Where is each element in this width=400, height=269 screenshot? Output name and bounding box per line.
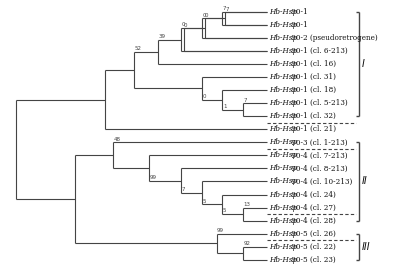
Text: Hb-Hsp: Hb-Hsp — [269, 8, 297, 16]
Text: Hb-Hsp: Hb-Hsp — [269, 256, 297, 264]
Text: 90-4 (cl. 28): 90-4 (cl. 28) — [289, 217, 336, 225]
Text: Hb-Hsp: Hb-Hsp — [269, 204, 297, 212]
Text: 92: 92 — [244, 241, 251, 246]
Text: 99: 99 — [217, 228, 224, 233]
Text: 52: 52 — [135, 46, 142, 51]
Text: 7: 7 — [182, 187, 185, 192]
Text: Hb-Hsp: Hb-Hsp — [269, 86, 297, 94]
Text: 90-1 (cl. 5-213): 90-1 (cl. 5-213) — [289, 99, 348, 107]
Text: 90-1 (cl. 6-213): 90-1 (cl. 6-213) — [289, 47, 348, 55]
Text: Hb-Hsp: Hb-Hsp — [269, 47, 297, 55]
Text: 90-1: 90-1 — [289, 8, 308, 16]
Text: Hb-Hsp: Hb-Hsp — [269, 190, 297, 199]
Text: Hb-Hsp: Hb-Hsp — [269, 138, 297, 146]
Text: 0: 0 — [205, 13, 208, 18]
Text: I: I — [362, 59, 365, 69]
Text: 90-1 (cl. 16): 90-1 (cl. 16) — [289, 60, 336, 68]
Text: 90-4 (cl. 7-213): 90-4 (cl. 7-213) — [289, 151, 348, 159]
Text: Hb-Hsp: Hb-Hsp — [269, 34, 297, 42]
Text: 90-3 (cl. 1-213): 90-3 (cl. 1-213) — [289, 138, 348, 146]
Text: 99: 99 — [149, 175, 156, 180]
Text: 90-4 (cl. 8-213): 90-4 (cl. 8-213) — [289, 164, 348, 172]
Text: Hb-Hsp: Hb-Hsp — [269, 21, 297, 29]
Text: 90-1 (cl. 32): 90-1 (cl. 32) — [289, 112, 336, 120]
Text: Hb-Hsp: Hb-Hsp — [269, 151, 297, 159]
Text: 90-5 (cl. 23): 90-5 (cl. 23) — [289, 256, 336, 264]
Text: 0: 0 — [202, 94, 206, 99]
Text: 90-1: 90-1 — [289, 21, 308, 29]
Text: Hb-Hsp: Hb-Hsp — [269, 112, 297, 120]
Text: 90-4 (cl. 24): 90-4 (cl. 24) — [289, 190, 336, 199]
Text: 5: 5 — [223, 208, 226, 214]
Text: 39: 39 — [158, 34, 165, 39]
Text: Hb-Hsp: Hb-Hsp — [269, 73, 297, 81]
Text: Hb-Hsp: Hb-Hsp — [269, 178, 297, 186]
Text: 90-5 (cl. 26): 90-5 (cl. 26) — [289, 230, 336, 238]
Text: Hb-Hsp: Hb-Hsp — [269, 99, 297, 107]
Text: 7: 7 — [225, 7, 229, 12]
Text: 5: 5 — [202, 199, 206, 204]
Text: III: III — [362, 242, 370, 252]
Text: 1: 1 — [223, 104, 226, 109]
Text: Hb-Hsp: Hb-Hsp — [269, 230, 297, 238]
Text: 90-5 (cl. 22): 90-5 (cl. 22) — [289, 243, 336, 251]
Text: 0: 0 — [202, 13, 206, 18]
Text: 90-4 (cl. 10-213): 90-4 (cl. 10-213) — [289, 178, 353, 186]
Text: 13: 13 — [244, 202, 251, 207]
Text: Hb-Hsp: Hb-Hsp — [269, 217, 297, 225]
Text: 0: 0 — [184, 23, 188, 28]
Text: 7: 7 — [244, 98, 247, 102]
Text: 90-1 (cl. 18): 90-1 (cl. 18) — [289, 86, 336, 94]
Text: Hb-Hsp: Hb-Hsp — [269, 164, 297, 172]
Text: Hb-Hsp: Hb-Hsp — [269, 125, 297, 133]
Text: 90-4 (cl. 27): 90-4 (cl. 27) — [289, 204, 336, 212]
Text: 0: 0 — [182, 23, 185, 27]
Text: 7: 7 — [223, 6, 226, 11]
Text: 90-1 (cl. 21): 90-1 (cl. 21) — [289, 125, 336, 133]
Text: Hb-Hsp: Hb-Hsp — [269, 60, 297, 68]
Text: 90-2 (pseudoretrogene): 90-2 (pseudoretrogene) — [289, 34, 378, 42]
Text: II: II — [362, 176, 368, 186]
Text: 48: 48 — [114, 137, 121, 142]
Text: Hb-Hsp: Hb-Hsp — [269, 243, 297, 251]
Text: 90-1 (cl. 31): 90-1 (cl. 31) — [289, 73, 336, 81]
